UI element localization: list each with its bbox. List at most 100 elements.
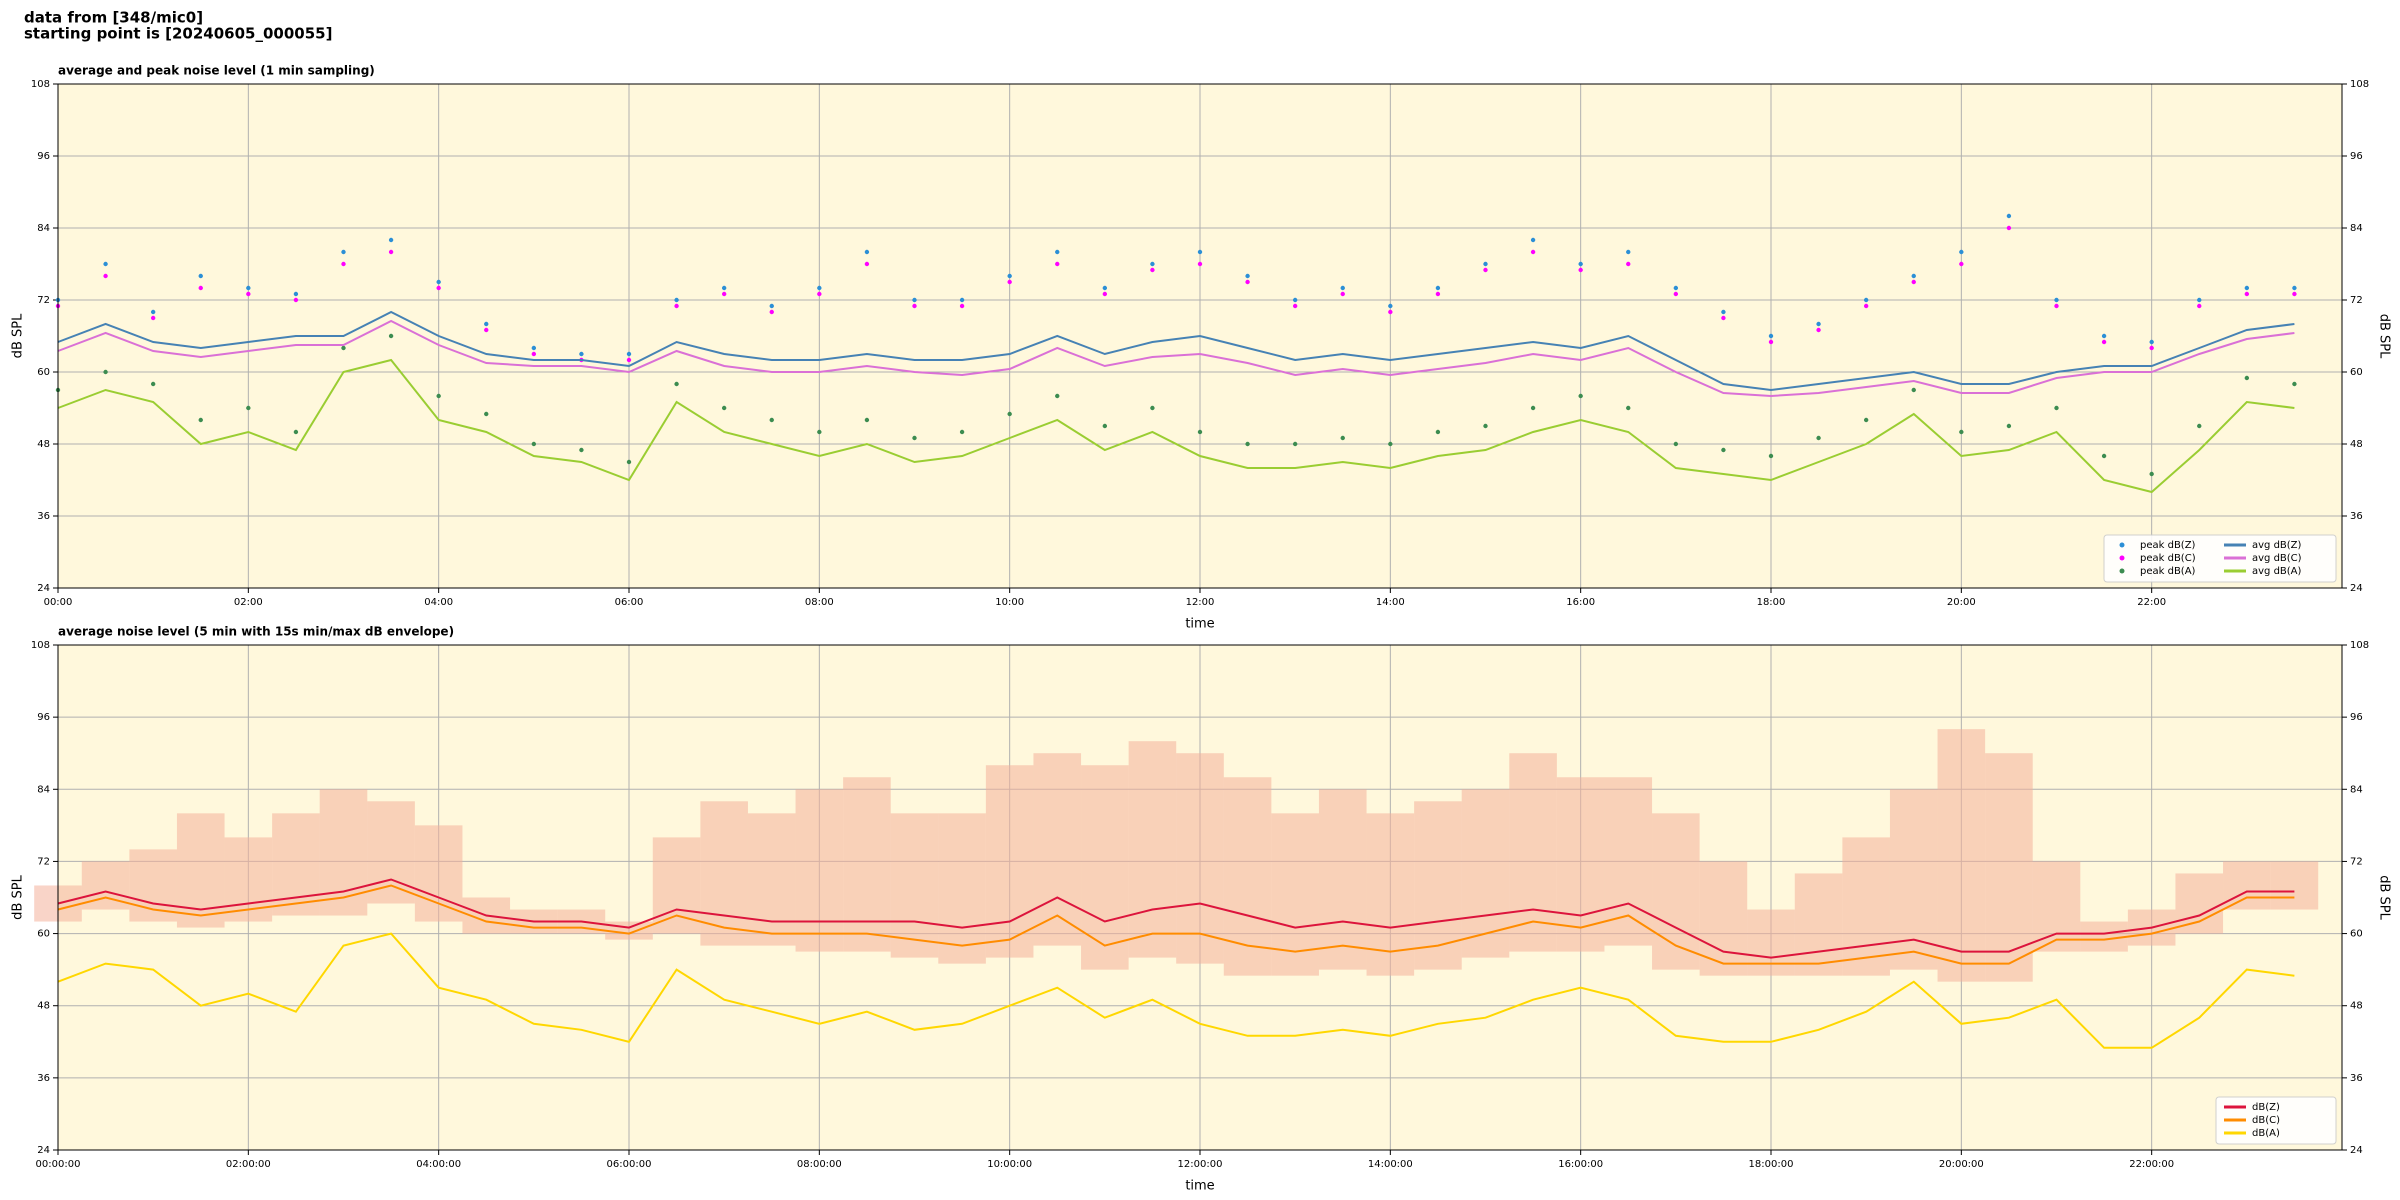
legend-label: peak dB(Z) <box>2140 540 2196 551</box>
peak-point <box>2006 213 2012 219</box>
peak-point <box>2244 285 2250 291</box>
peak-point <box>341 261 346 267</box>
peak-point <box>293 291 299 297</box>
peak-point <box>864 261 870 267</box>
peak-point <box>912 303 917 309</box>
peak-point <box>246 405 251 411</box>
legend-label: dB(Z) <box>2252 1102 2280 1113</box>
peak-point <box>912 435 917 441</box>
x-tick-label: 10:00:00 <box>987 1159 1032 1170</box>
peak-point <box>246 285 251 291</box>
series-line <box>57 319 2295 398</box>
peak-point <box>1245 273 1250 279</box>
envelope-band <box>1652 813 1700 970</box>
peak-point <box>150 309 156 315</box>
x-tick-label: 00:00:00 <box>36 1159 81 1170</box>
envelope-band <box>414 825 463 922</box>
peak-point <box>1102 291 1108 297</box>
x-tick-label: 02:00:00 <box>226 1159 271 1170</box>
peak-point <box>436 285 441 291</box>
x-tick-label: 12:00 <box>1186 597 1215 608</box>
peak-point <box>721 291 727 297</box>
envelope-band <box>1081 765 1129 970</box>
peak-point <box>2101 333 2107 339</box>
legend-label: avg dB(Z) <box>2252 540 2302 551</box>
legend-label: avg dB(C) <box>2252 553 2302 564</box>
legend-label: peak dB(C) <box>2140 553 2196 564</box>
peak-point <box>1721 447 1726 453</box>
peak-point <box>1340 435 1345 441</box>
subplot: 24 36 48 60 72 84 96 108 24 36 48 60 72 84 96 108 00:00:… <box>11 625 2392 1194</box>
plot-frame <box>57 83 2343 589</box>
peak-point <box>674 303 679 309</box>
peak-point <box>388 333 394 339</box>
y-tick-label: 108 <box>31 79 50 90</box>
peak-point <box>1435 285 1441 291</box>
peak-point <box>1816 435 1821 441</box>
y-tick-label: 84 <box>37 784 50 795</box>
peak-point <box>864 249 870 255</box>
peak-point <box>2292 291 2297 297</box>
peak-point <box>2149 471 2154 477</box>
peak-point <box>1959 429 1964 435</box>
subplot-title: average and peak noise level (1 min samp… <box>58 64 375 78</box>
peak-point <box>1673 291 1679 297</box>
peak-point <box>246 291 251 297</box>
envelope-band <box>1747 909 1795 976</box>
y2-tick-label: 72 <box>2350 295 2363 306</box>
peak-point <box>1530 405 1536 411</box>
x-tick-label: 06:00 <box>615 597 644 608</box>
peak-point <box>1578 267 1583 273</box>
y2-tick-label: 48 <box>2350 1001 2363 1012</box>
peak-point <box>1959 249 1964 255</box>
peak-point <box>531 345 537 351</box>
peak-point <box>1340 285 1345 291</box>
peak-point <box>2006 225 2012 231</box>
x-tick-label: 22:00 <box>2137 597 2166 608</box>
peak-point <box>1816 327 1821 333</box>
x-tick-label: 08:00:00 <box>797 1159 842 1170</box>
peak-point <box>626 351 632 357</box>
envelope-band <box>1509 753 1557 952</box>
series-line <box>57 358 2295 494</box>
peak-point <box>579 351 584 357</box>
y2-tick-label: 108 <box>2350 79 2369 90</box>
x-tick-label: 04:00 <box>424 597 453 608</box>
peak-point <box>2149 339 2154 345</box>
peak-point <box>2197 303 2202 309</box>
peak-point <box>1388 441 1393 447</box>
y-tick-label: 108 <box>31 640 50 651</box>
peak-point <box>864 417 870 423</box>
peak-point <box>817 429 822 435</box>
y2-tick-label: 108 <box>2350 640 2369 651</box>
peak-point <box>150 315 156 321</box>
peak-point <box>1483 261 1488 267</box>
peak-point <box>1959 261 1964 267</box>
peak-point <box>2149 345 2154 351</box>
peak-point <box>1055 249 1060 255</box>
peak-point <box>1245 441 1250 447</box>
legend: dB(Z) dB(C) dB(A) <box>2215 1096 2337 1145</box>
peak-point <box>1245 279 1250 285</box>
peak-point <box>959 429 965 435</box>
peak-point <box>721 285 727 291</box>
peak-point <box>436 279 441 285</box>
legend-label: avg dB(A) <box>2252 566 2302 577</box>
y2-tick-label: 36 <box>2350 1073 2363 1084</box>
y-axis-label: dB SPL <box>11 874 26 919</box>
y2-tick-label: 60 <box>2350 929 2363 940</box>
x-axis-label: time <box>1185 1179 1214 1194</box>
envelope-band <box>1937 729 1986 982</box>
peak-point <box>1388 309 1393 315</box>
series-line <box>57 884 2295 965</box>
envelope-band <box>1318 789 1367 970</box>
peak-point <box>484 327 489 333</box>
envelope-band <box>2223 861 2271 910</box>
peak-point <box>1197 429 1203 435</box>
peak-point <box>2292 381 2297 387</box>
legend: peak dB(Z) peak dB(C) peak dB(A) avg dB(Z) a… <box>2103 534 2337 583</box>
peak-point <box>293 429 299 435</box>
y-tick-label: 24 <box>37 583 50 594</box>
peak-point <box>1197 249 1203 255</box>
